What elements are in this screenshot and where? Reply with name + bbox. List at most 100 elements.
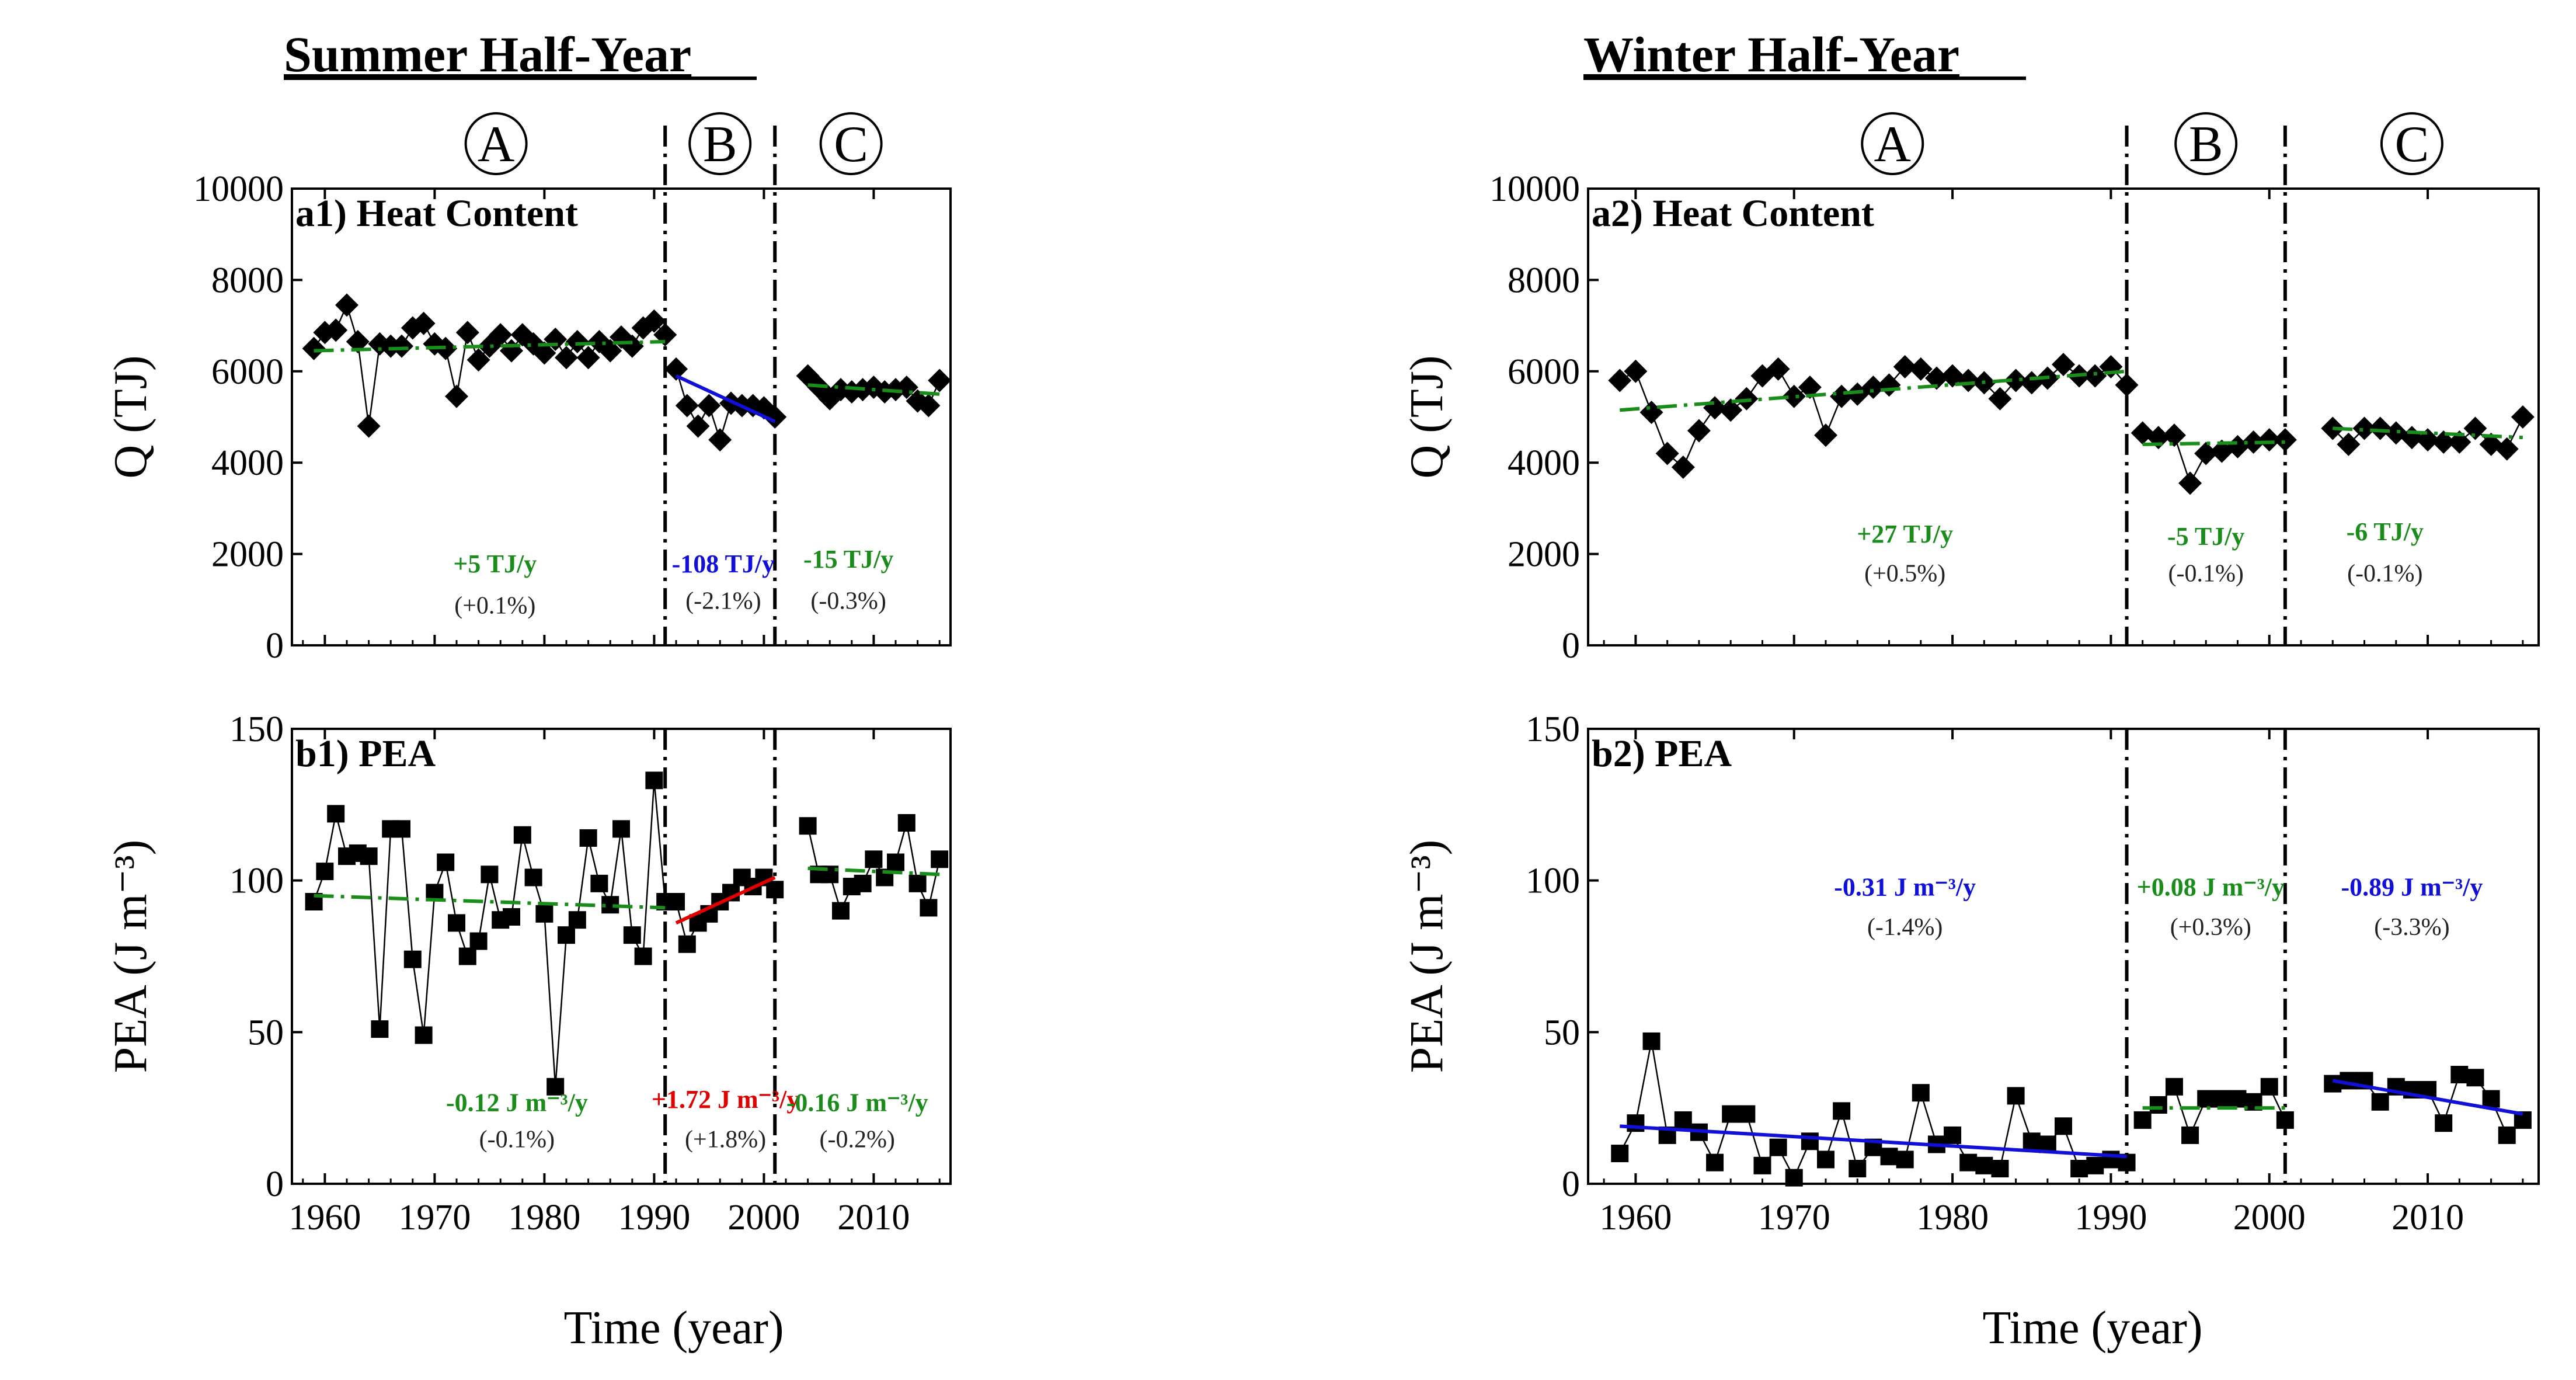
data-point [708, 428, 732, 452]
data-point [2276, 1111, 2294, 1129]
data-point [2007, 1087, 2025, 1105]
data-point [1880, 1148, 1898, 1166]
trend-rate: -0.12 J m⁻³/y [446, 1088, 588, 1117]
data-point [481, 865, 499, 884]
data-point [2083, 364, 2107, 388]
series-line-0 [313, 780, 666, 1087]
data-point [2260, 1077, 2278, 1096]
panel-1-1: 0 50 100 150 1960 1970 1980 1990 2000 2010 PEA (J … [1401, 710, 2540, 1238]
x-tick-label: 1990 [2074, 1198, 2147, 1238]
period-circle-A [464, 112, 528, 175]
trend-rate: -0.16 J m⁻³/y [786, 1088, 928, 1117]
x-tick-label: 1960 [1599, 1198, 1672, 1238]
data-point [1766, 357, 1790, 381]
data-point [2482, 1090, 2500, 1108]
data-point [412, 311, 436, 335]
data-point [854, 874, 872, 892]
data-point [1624, 359, 1648, 383]
data-point [2115, 373, 2139, 397]
panel-label: b2) PEA [1592, 732, 1732, 775]
trend-percent: (-0.1%) [479, 1127, 555, 1153]
data-point [917, 394, 941, 418]
data-point [524, 868, 542, 887]
y-axis-label: Q (TJ) [1401, 355, 1453, 478]
panel-frame [1587, 728, 2540, 1185]
data-point [390, 334, 413, 358]
trend-percent: (-0.3%) [810, 588, 886, 614]
data-point [302, 336, 326, 360]
trend-rate: -0.89 J m⁻³/y [2341, 873, 2483, 902]
data-point [535, 905, 554, 923]
data-point [455, 321, 479, 345]
panel-frame [291, 728, 952, 1185]
trend-rate: +5 TJ/y [453, 550, 537, 578]
y-tick-label: 100 [229, 861, 284, 901]
data-point [1687, 419, 1711, 443]
panel-frame [1587, 187, 2540, 646]
panel-label: b1) PEA [295, 732, 436, 775]
series-line-0 [313, 303, 666, 426]
data-point [467, 348, 490, 372]
data-point [357, 414, 381, 438]
data-point [2498, 1126, 2516, 1144]
trend-percent: (-1.4%) [1867, 914, 1943, 941]
data-point [335, 293, 358, 317]
data-point [2511, 405, 2535, 429]
x-axis-label-1: Time (year) [1983, 1302, 2203, 1354]
data-point [2086, 1156, 2104, 1174]
data-point [1671, 456, 1695, 479]
data-point [2450, 1066, 2469, 1084]
panel-frame [291, 187, 952, 646]
trend-percent: (+1.8%) [685, 1127, 766, 1153]
x-tick-label: 1970 [1758, 1198, 1830, 1238]
data-point [1611, 1145, 1629, 1163]
data-point [1627, 1114, 1645, 1132]
data-point [1782, 384, 1806, 408]
data-point [2133, 1111, 2152, 1129]
trend-percent: (-0.1%) [2168, 561, 2243, 588]
x-tick-label: 1980 [1916, 1198, 1989, 1238]
data-point [763, 405, 787, 429]
data-point [2162, 423, 2186, 447]
data-point [645, 771, 663, 790]
data-point [1769, 1138, 1787, 1156]
trend-line-1 [675, 374, 776, 423]
data-point [2055, 1117, 2072, 1135]
data-point [532, 341, 556, 365]
trend-percent: (-2.1%) [685, 588, 761, 614]
data-point [1830, 384, 1854, 408]
data-point [2181, 1126, 2199, 1144]
panel-1-0: 0 2000 4000 6000 8000 10000 Q (TJ) a2) Heat Con… [1401, 126, 2540, 666]
y-tick-label: 6000 [211, 352, 284, 392]
x-tick-label: 1970 [398, 1198, 471, 1238]
y-tick-label: 0 [1562, 1165, 1580, 1204]
data-point [2165, 1077, 2183, 1096]
data-point [2435, 1114, 2453, 1132]
period-label-C: C [834, 116, 868, 173]
data-point [1909, 357, 1933, 381]
period-circle-B [2174, 112, 2238, 175]
trend-line-0 [1620, 369, 2127, 412]
data-point [1674, 1111, 1692, 1129]
data-point [2273, 428, 2297, 452]
trend-percent: (+0.1%) [454, 592, 535, 619]
data-point [2052, 353, 2075, 377]
y-tick-label: 0 [266, 626, 284, 666]
trend-percent: (-3.3%) [2374, 914, 2449, 941]
data-point [1912, 1084, 1930, 1102]
data-point [2371, 1093, 2389, 1111]
y-tick-label: 0 [1562, 626, 1580, 666]
data-point [1642, 1032, 1661, 1050]
data-point [678, 935, 696, 953]
data-point [799, 817, 817, 835]
period-circle-A [1861, 112, 1924, 175]
panel-0-1: 0 50 100 150 1960 1970 1980 1990 2000 2010 PEA (J … [105, 710, 952, 1238]
data-point [403, 950, 422, 968]
trend-percent: (-0.1%) [2347, 561, 2422, 588]
data-point [2463, 416, 2487, 440]
period-label-A: A [1874, 116, 1911, 173]
trend-rate: +27 TJ/y [1857, 520, 1953, 548]
y-tick-label: 2000 [211, 535, 284, 575]
data-point [513, 826, 531, 844]
